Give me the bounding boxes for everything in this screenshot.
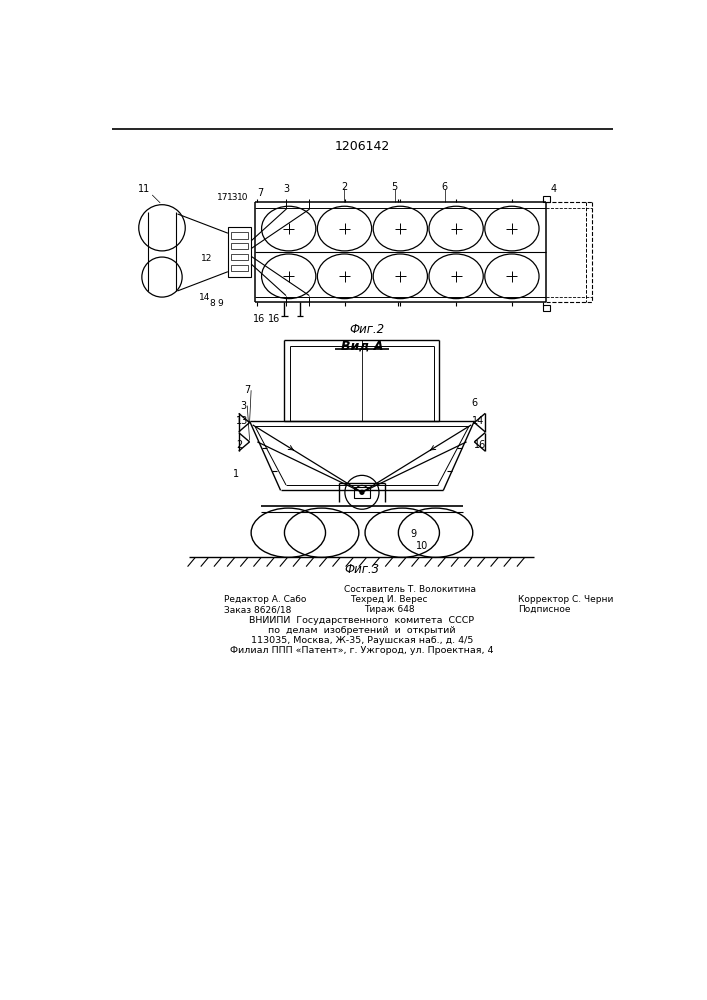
Text: Вид А: Вид А — [341, 340, 383, 353]
Text: 2: 2 — [236, 440, 243, 450]
Text: 6: 6 — [442, 182, 448, 192]
Text: 7: 7 — [257, 188, 264, 198]
Text: Подписное: Подписное — [518, 605, 571, 614]
Bar — [231, 243, 248, 249]
Circle shape — [360, 490, 364, 494]
Text: Филиал ППП «Патент», г. Ужгород, ул. Проектная, 4: Филиал ППП «Патент», г. Ужгород, ул. Про… — [230, 646, 493, 655]
Text: Техред И. Верес: Техред И. Верес — [351, 595, 428, 604]
Text: 9: 9 — [411, 529, 417, 539]
Text: Фиг.3: Фиг.3 — [344, 563, 380, 576]
Text: 13: 13 — [227, 192, 238, 202]
Text: 17: 17 — [217, 192, 228, 202]
Text: 16: 16 — [252, 314, 265, 324]
Text: 10: 10 — [416, 541, 428, 551]
Text: 13: 13 — [235, 416, 248, 426]
Text: 6: 6 — [472, 398, 477, 408]
Text: 3: 3 — [283, 184, 289, 194]
Text: 3: 3 — [240, 401, 247, 411]
Bar — [228, 227, 251, 277]
Text: Корректор С. Черни: Корректор С. Черни — [518, 595, 614, 604]
Bar — [354, 487, 370, 498]
Bar — [231, 232, 248, 239]
Text: 7: 7 — [244, 385, 250, 395]
Text: 8: 8 — [209, 299, 215, 308]
Text: 14: 14 — [199, 293, 210, 302]
Text: Фиг.2: Фиг.2 — [350, 323, 385, 336]
Text: ВНИИПИ  Государственного  комитета  СССР: ВНИИПИ Государственного комитета СССР — [250, 616, 474, 625]
Bar — [231, 254, 248, 260]
Text: 4: 4 — [550, 184, 556, 194]
Text: 1206142: 1206142 — [334, 140, 390, 153]
Bar — [231, 265, 248, 271]
Text: 2: 2 — [341, 182, 347, 192]
Text: 12: 12 — [201, 254, 212, 263]
Text: 14: 14 — [472, 416, 484, 426]
Text: 1: 1 — [233, 469, 239, 479]
Bar — [543, 196, 549, 202]
Text: 9: 9 — [217, 299, 223, 308]
Bar — [543, 305, 549, 311]
Text: 16: 16 — [474, 440, 486, 450]
Text: по  делам  изобретений  и  открытий: по делам изобретений и открытий — [268, 626, 456, 635]
Text: Тираж 648: Тираж 648 — [364, 605, 414, 614]
Text: 16: 16 — [268, 314, 281, 324]
Text: 5: 5 — [392, 182, 397, 192]
Text: Составитель Т. Волокитина: Составитель Т. Волокитина — [344, 585, 476, 594]
Text: Редактор А. Сабо: Редактор А. Сабо — [224, 595, 306, 604]
Text: 11: 11 — [138, 184, 151, 194]
Text: 113035, Москва, Ж-35, Раушская наб., д. 4/5: 113035, Москва, Ж-35, Раушская наб., д. … — [251, 636, 473, 645]
Text: Заказ 8626/18: Заказ 8626/18 — [224, 605, 291, 614]
Text: 10: 10 — [237, 192, 248, 202]
